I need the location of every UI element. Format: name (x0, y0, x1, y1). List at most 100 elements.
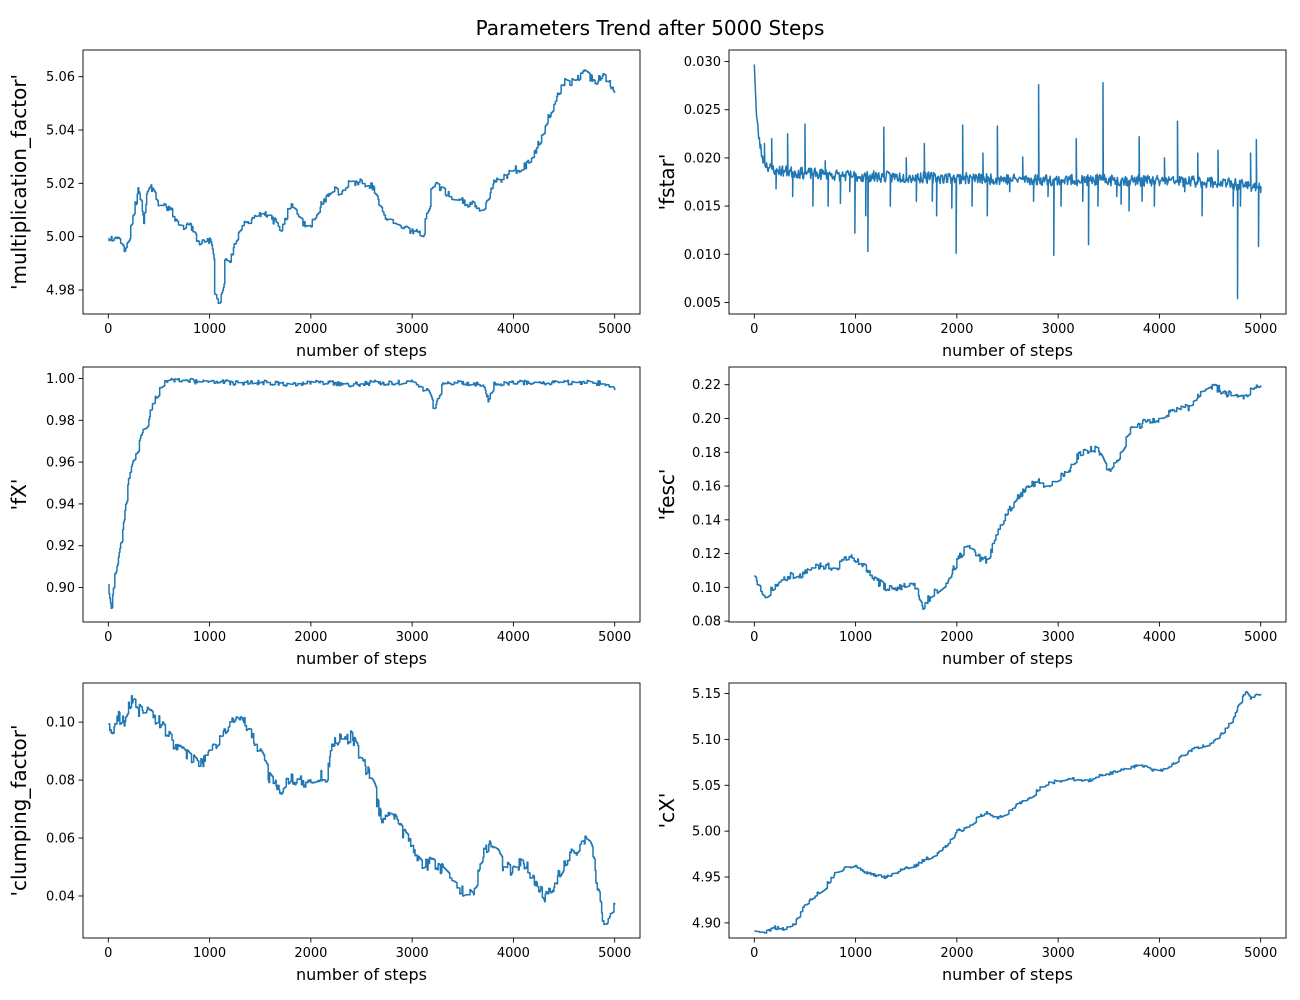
y-tick-label: 0.08 (46, 774, 75, 789)
x-tick-label: 2000 (294, 322, 327, 337)
x-tick-label: 1000 (839, 946, 872, 961)
x-tick-label: 4000 (497, 322, 530, 337)
axes-frame (82, 366, 641, 623)
y-axis-label: 'cX' (655, 793, 679, 829)
x-tick-label: 3000 (396, 630, 429, 645)
y-tick-label: 0.98 (46, 414, 75, 429)
y-tick-label: 5.04 (46, 124, 75, 139)
x-axis-label: number of steps (942, 965, 1073, 984)
x-tick-label: 5000 (598, 322, 631, 337)
x-tick-label: 5000 (1244, 322, 1277, 337)
y-tick-label: 0.005 (684, 296, 721, 311)
x-tick-label: 0 (104, 630, 112, 645)
x-axis-label: number of steps (296, 965, 427, 984)
axes-frame (728, 366, 1287, 623)
x-tick-label: 1000 (839, 322, 872, 337)
y-tick-label: 0.04 (46, 889, 75, 904)
x-tick-label: 2000 (294, 946, 327, 961)
x-tick-label: 0 (750, 630, 758, 645)
y-tick-label: 0.92 (46, 539, 75, 554)
series-line (753, 64, 1262, 300)
x-axis-label: number of steps (296, 649, 427, 668)
series-line (754, 690, 1262, 934)
y-tick-label: 5.00 (692, 825, 721, 840)
subplot-3: 0 1000 2000 3000 4000 5000 0.90 0.92 0.94 0.96 0.9… (7, 366, 641, 668)
y-tick-label: 0.015 (684, 200, 721, 215)
x-axis-label: number of steps (942, 649, 1073, 668)
y-tick-label: 5.15 (692, 687, 721, 702)
y-axis-label: 'fstar' (655, 154, 679, 211)
axes-frame (728, 682, 1287, 939)
x-axis-label: number of steps (942, 341, 1073, 360)
axes-frame (728, 49, 1287, 315)
y-tick-label: 0.20 (692, 412, 721, 427)
x-tick-label: 2000 (940, 322, 973, 337)
y-tick-label: 0.14 (692, 513, 721, 528)
x-tick-label: 0 (750, 946, 758, 961)
y-tick-label: 4.95 (692, 871, 721, 886)
x-tick-label: 0 (104, 946, 112, 961)
x-tick-label: 3000 (396, 322, 429, 337)
x-tick-label: 3000 (1042, 946, 1075, 961)
y-tick-label: 0.16 (692, 480, 721, 495)
y-tick-label: 5.05 (692, 779, 721, 794)
y-tick-label: 0.06 (46, 832, 75, 847)
y-tick-label: 4.90 (692, 916, 721, 931)
y-axis-label: 'multiplication_factor' (7, 74, 31, 290)
x-axis-label: number of steps (296, 341, 427, 360)
subplot-6: 0 1000 2000 3000 4000 5000 4.90 4.95 5.00 5.05 5.1… (655, 682, 1287, 984)
y-tick-label: 0.030 (684, 55, 721, 70)
x-tick-label: 5000 (598, 946, 631, 961)
y-axis-label: 'fX' (7, 479, 31, 511)
x-tick-label: 2000 (294, 630, 327, 645)
x-tick-label: 4000 (1143, 946, 1176, 961)
x-tick-label: 5000 (598, 630, 631, 645)
series-line (754, 383, 1262, 610)
x-tick-label: 3000 (1042, 322, 1075, 337)
x-tick-label: 1000 (193, 322, 226, 337)
x-tick-label: 1000 (193, 946, 226, 961)
x-tick-label: 3000 (1042, 630, 1075, 645)
y-tick-label: 0.020 (684, 151, 721, 166)
y-tick-label: 0.90 (46, 581, 75, 596)
y-tick-label: 0.10 (46, 716, 75, 731)
y-tick-label: 0.10 (692, 581, 721, 596)
y-tick-label: 0.18 (692, 446, 721, 461)
y-tick-label: 0.94 (46, 497, 75, 512)
y-tick-label: 5.02 (46, 177, 75, 192)
subplot-5: 0 1000 2000 3000 4000 5000 0.04 0.06 0.08 0.10 num… (7, 682, 641, 984)
x-tick-label: 2000 (940, 946, 973, 961)
series-line (108, 69, 616, 304)
subplot-1: 0 1000 2000 3000 4000 5000 4.98 5.00 5.02 5.04 5.0… (7, 49, 641, 360)
series-line (108, 694, 616, 926)
x-tick-label: 4000 (497, 630, 530, 645)
subplot-2: 0 1000 2000 3000 4000 5000 0.005 0.010 0.015 0.02… (655, 49, 1287, 360)
x-tick-label: 1000 (193, 630, 226, 645)
y-tick-label: 0.010 (684, 248, 721, 263)
y-tick-label: 5.06 (46, 70, 75, 85)
series-line (108, 377, 616, 610)
x-tick-label: 2000 (940, 630, 973, 645)
y-tick-label: 4.98 (46, 284, 75, 299)
x-tick-label: 1000 (839, 630, 872, 645)
figure-title: Parameters Trend after 5000 Steps (476, 16, 825, 40)
y-tick-label: 5.00 (46, 230, 75, 245)
x-tick-label: 5000 (1244, 630, 1277, 645)
x-tick-label: 4000 (497, 946, 530, 961)
x-tick-label: 5000 (1244, 946, 1277, 961)
y-tick-label: 1.00 (46, 372, 75, 387)
y-axis-label: 'fesc' (655, 469, 679, 521)
subplot-4: 0 1000 2000 3000 4000 5000 0.08 0.10 0.12 0.14 0.1… (655, 366, 1287, 668)
x-tick-label: 0 (750, 322, 758, 337)
y-tick-label: 0.025 (684, 103, 721, 118)
y-tick-label: 5.10 (692, 733, 721, 748)
axes-frame (82, 49, 641, 315)
x-tick-label: 4000 (1143, 322, 1176, 337)
x-tick-label: 0 (104, 322, 112, 337)
y-tick-label: 0.22 (692, 378, 721, 393)
x-tick-label: 4000 (1143, 630, 1176, 645)
y-tick-label: 0.12 (692, 547, 721, 562)
y-axis-label: 'clumping_factor' (7, 725, 31, 897)
y-tick-label: 0.08 (692, 615, 721, 630)
